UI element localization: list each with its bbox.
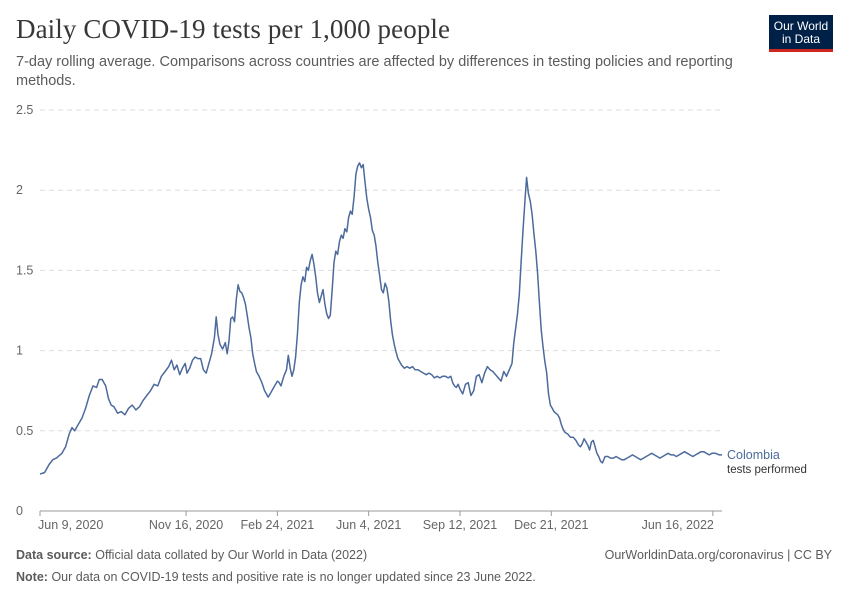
y-tick-label: 0.5 (16, 424, 33, 438)
x-tick-label: Nov 16, 2020 (149, 518, 223, 532)
owid-logo[interactable]: Our World in Data (769, 15, 833, 52)
y-tick-label: 0 (16, 504, 23, 518)
note-text: Our data on COVID-19 tests and positive … (51, 570, 536, 584)
x-tick-label: Feb 24, 2021 (241, 518, 315, 532)
chart-subtitle: 7-day rolling average. Comparisons acros… (16, 54, 733, 89)
chart-title: Daily COVID-19 tests per 1,000 people (16, 14, 451, 44)
x-tick-label: Jun 9, 2020 (38, 518, 103, 532)
y-tick-label: 1 (16, 344, 23, 358)
logo-line-2: in Data (781, 32, 821, 46)
x-tick-label: Dec 21, 2021 (514, 518, 588, 532)
series-line-colombia (39, 162, 722, 475)
data-source-text: Official data collated by Our World in D… (95, 548, 368, 562)
data-source-label: Data source: (16, 548, 92, 562)
credit-link[interactable]: OurWorldinData.org/coronavirus | CC BY (604, 548, 832, 562)
x-tick-label: Jun 4, 2021 (336, 518, 401, 532)
x-tick-label: Sep 12, 2021 (423, 518, 497, 532)
series-sublabel: tests performed (727, 464, 807, 476)
y-tick-label: 2 (16, 183, 23, 197)
x-tick-label: Jun 16, 2022 (642, 518, 714, 532)
y-tick-label: 2.5 (16, 103, 33, 117)
data-source-line: Data source: Official data collated by O… (16, 548, 367, 562)
y-tick-label: 1.5 (16, 263, 33, 277)
note-label: Note: (16, 570, 48, 584)
note-line: Note: Our data on COVID-19 tests and pos… (16, 570, 536, 584)
logo-line-1: Our World (773, 19, 829, 33)
series-label: Colombia (727, 448, 780, 462)
